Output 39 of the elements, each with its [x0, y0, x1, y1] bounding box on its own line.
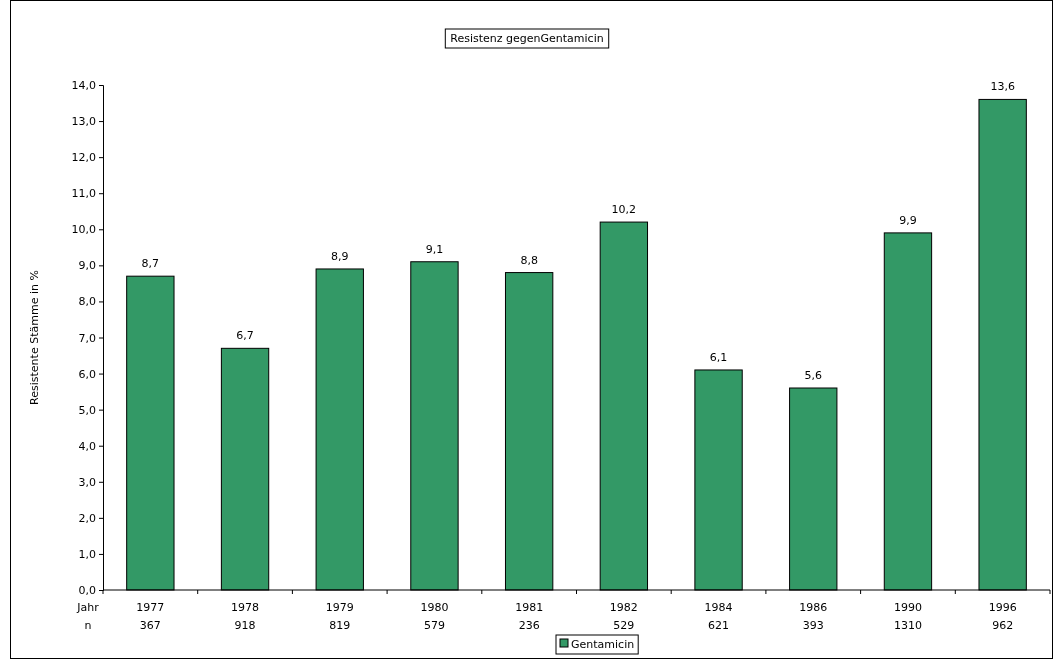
- x-tick-label: 1986 393: [799, 601, 828, 632]
- x-tick-label: 1981 236: [515, 601, 544, 632]
- data-label: 8,8: [520, 253, 538, 267]
- y-tick-label: 2,0: [78, 511, 96, 525]
- data-label: 6,1: [709, 350, 728, 364]
- data-label: 10,2: [611, 203, 637, 217]
- y-tick-label: 11,0: [71, 187, 96, 201]
- x-tick-label: 1979 819: [325, 601, 354, 632]
- chart-title: Resistenz gegenGentamicin: [450, 32, 604, 45]
- data-label: 5,6: [804, 369, 822, 382]
- y-tick-label: 3,0: [78, 475, 96, 489]
- x-tick-label: 1996 962: [988, 601, 1017, 632]
- y-tick-label: 6,0: [78, 367, 96, 381]
- y-tick-label: 10,0: [71, 223, 96, 237]
- x-tick-label: 1977 367: [136, 601, 165, 632]
- y-tick-label: 5,0: [78, 403, 96, 417]
- data-label: 6,7: [236, 329, 254, 343]
- x-tick-label: 1984 621: [704, 601, 733, 632]
- y-tick-label: 4,0: [78, 439, 96, 453]
- y-tick-label: 12,0: [71, 151, 96, 165]
- y-tick-label: 9,0: [78, 259, 96, 273]
- y-tick-label: 1,0: [78, 547, 96, 561]
- x-tick-label: 1978 918: [231, 601, 260, 632]
- x-tick-label: 1982 529: [609, 601, 638, 632]
- data-label: 13,6: [990, 80, 1015, 94]
- data-label: 8,9: [331, 249, 349, 263]
- y-tick-label: 7,0: [78, 331, 96, 345]
- y-tick-label: 14,0: [71, 79, 96, 93]
- legend-label: Gentamicin: [571, 638, 635, 651]
- y-tick-label: 13,0: [71, 115, 96, 129]
- x-tick-label: 1990 1310: [893, 601, 922, 632]
- data-label: 9,1: [425, 242, 444, 256]
- x-tick-label: 1980 579: [420, 601, 449, 632]
- x-axis-title: Jahr n: [76, 601, 100, 632]
- y-tick-label: 8,0: [78, 295, 96, 309]
- y-tick-label: 0,0: [78, 584, 96, 598]
- data-label: 9,9: [899, 213, 917, 227]
- y-axis-title: Resistente Stämme in %: [28, 270, 41, 405]
- data-label: 8,7: [141, 257, 160, 271]
